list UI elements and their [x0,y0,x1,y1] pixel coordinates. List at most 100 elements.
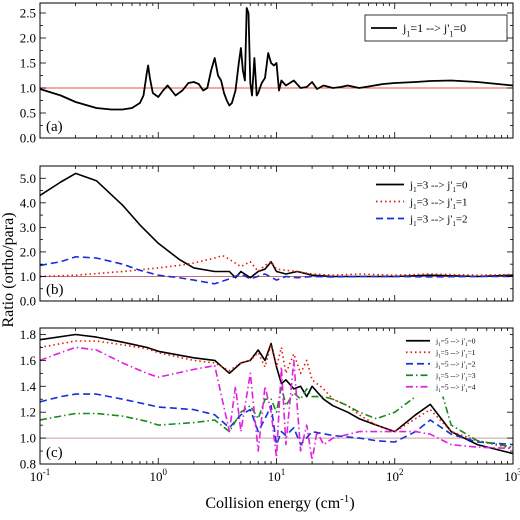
legend-label-part: 1 [413,220,417,228]
legend-label-part: 1 [452,220,456,228]
legend-label: j1=3 --> j'1=1 [409,196,468,211]
x-axis-label: Collision energy (cm-1) [205,493,354,512]
y-tick-label: 2.5 [20,6,36,21]
legend-label-part: =2 [467,359,475,368]
legend-label-part: =5 --> j' [441,382,466,391]
y-tick-label: 2.0 [20,31,36,46]
legend-box [370,172,508,231]
y-tick-label: 0.8 [20,457,36,472]
x-tick-exponent: 2 [399,467,404,477]
legend-label: j1=5 --> j'1=4 [435,382,476,394]
legend: j1=5 --> j'1=0j1=5 --> j'1=1j1=5 --> j'1… [400,331,510,397]
legend-box [364,14,508,42]
y-tick-label: 0.0 [20,131,36,146]
legend-label-part: =3 --> j' [417,196,453,208]
legend-label-part: 1 [438,377,441,382]
legend-label-part: 1 [438,389,441,394]
x-tick-base: 10 [30,469,43,484]
legend-label-part: =2 [456,213,468,225]
x-tick-exponent: 1 [281,467,286,477]
x-tick-base: 10 [386,469,399,484]
x-tick-label: 103 [504,467,520,484]
y-tick-label: 1.2 [20,405,36,420]
panel-3: 0.81.01.21.41.61.810-1 100 101 102 103(c)j1=… [20,327,520,484]
legend-label-part: j [435,371,438,380]
legend-label-part: 1 [465,389,468,394]
legend-label: j1=5 --> j'1=1 [435,348,476,360]
y-tick-label: 0.0 [20,294,36,309]
legend-label-part: =5 --> j' [441,371,466,380]
legend-label-part: j [435,336,438,345]
legend-label-part: 1 [406,29,410,38]
series-line-2 [40,340,513,450]
x-axis-label-sup: -1 [340,493,349,505]
legend-label: j1=1 --> j'1=0 [402,21,466,38]
legend-label: j1=5 --> j'1=3 [435,371,476,383]
legend-label-part: 1 [465,366,468,371]
legend-label-part: 1 [438,343,441,348]
y-tick-label: 1.8 [20,327,36,342]
legend-label-part: 1 [452,186,456,194]
y-tick-label: 4.0 [20,195,36,210]
y-tick-label: 1.5 [20,56,36,71]
legend-label: j1=5 --> j'1=0 [435,336,476,348]
legend-label-part: 1 [438,354,441,359]
legend-label-part: j [409,179,413,191]
series-line-5 [40,346,513,461]
legend-label-part: =5 --> j' [441,348,466,357]
x-tick-base: 10 [504,469,517,484]
panel-2: 0.01.02.03.04.05.0(b)j1=3 --> j'1=0j1=3 … [20,165,514,309]
legend: j1=1 --> j'1=0 [364,14,508,42]
panel-1: 0.0 0.5 1.0 1.5 2.0 2.5 (a) j1=1 --> j'1=0 [20,2,514,146]
legend-label-part: 1 [413,203,417,211]
y-axis-label: Ratio (ortho/para) [0,212,17,327]
y-tick-label: 2.0 [20,244,36,259]
series-line-1 [40,333,513,455]
y-tick-label: 5.0 [20,171,36,186]
series-line-1 [40,7,513,111]
legend-label-part: j [409,196,413,208]
legend-label-part: j [435,382,438,391]
legend-label-part: 1 [452,203,456,211]
legend-label-part: =3 --> j' [417,179,453,191]
legend-label-part: =1 [456,196,468,208]
legend: j1=3 --> j'1=0j1=3 --> j'1=1j1=3 --> j'1… [370,172,508,231]
legend-label-part: j [435,359,438,368]
legend-label-part: 1 [465,343,468,348]
legend-label-part: 1 [449,29,453,38]
x-tick-exponent: 3 [517,467,520,477]
series-line-3 [40,256,513,285]
legend-label-part: 1 [465,377,468,382]
x-tick-label: 10-1 [30,467,51,484]
series-line-3 [40,393,513,446]
legend-label-part: =1 [467,348,475,357]
x-tick-label: 102 [386,467,404,484]
x-tick-label: 100 [150,467,168,484]
legend-label-part: =4 [467,382,475,391]
legend-label-part: =3 [467,371,475,380]
y-tick-label: 1.6 [20,353,37,368]
panel-label: (b) [46,282,64,298]
panels: 0.0 0.5 1.0 1.5 2.0 2.5 (a) j1=1 --> j'1=0 0.0 1.… [20,2,520,484]
x-tick-base: 10 [268,469,281,484]
legend-label-part: =1 --> j' [410,21,449,35]
legend-label-part: 1 [465,354,468,359]
series-line-2 [40,254,513,278]
series-line-4 [40,385,513,448]
x-axis-label-main: Collision energy (cm [205,495,340,512]
legend-label: j1=3 --> j'1=0 [409,179,468,194]
y-tick-label: 1.0 [20,431,36,446]
legend-label-part: =5 --> j' [441,359,466,368]
x-tick-label: 101 [268,467,286,484]
x-tick-base: 10 [150,469,163,484]
y-tick-label: 0.5 [20,106,36,121]
legend-label-part: 1 [413,186,417,194]
legend-label-part: =5 --> j' [441,336,466,345]
y-tick-label: 1.0 [20,81,36,96]
panel-label: (a) [46,119,63,135]
y-tick-label: 1.4 [20,379,37,394]
y-tick-label: 1.0 [20,269,36,284]
legend-label: j1=3 --> j'1=2 [409,213,468,228]
x-tick-exponent: 0 [163,467,168,477]
